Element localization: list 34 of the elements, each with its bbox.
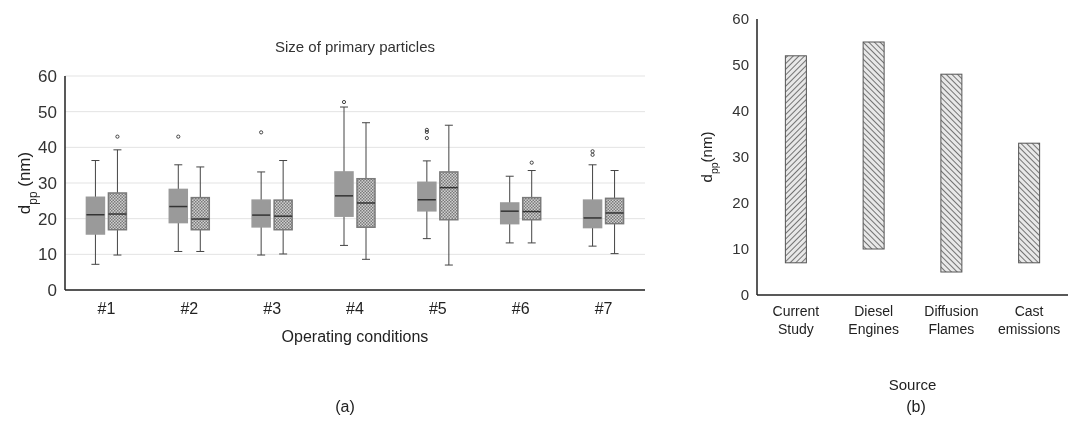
bar <box>1018 142 1041 264</box>
bar <box>784 55 807 264</box>
text: (b) <box>906 398 926 415</box>
bar <box>862 41 885 250</box>
x-tick-label: #4 <box>346 300 364 317</box>
x-tick-label: Diffusion Flames <box>924 303 979 337</box>
y-tick-label: 0 <box>47 280 57 300</box>
x-tick-label: #3 <box>263 300 282 317</box>
x-tick-label: Current Study <box>772 303 820 337</box>
y-tick-label: 50 <box>732 56 749 74</box>
x-axis-title: Operating conditions <box>281 328 429 345</box>
x-tick-label: #6 <box>511 300 530 317</box>
x-axis-title: Source <box>888 376 937 393</box>
y-tick-label: 30 <box>732 148 749 166</box>
x-tick-label: #2 <box>180 300 199 317</box>
y-tick-label: 40 <box>732 102 749 120</box>
y-tick-label: 0 <box>740 286 749 304</box>
x-tick-label: #1 <box>97 300 116 317</box>
y-tick-label: 40 <box>38 138 57 158</box>
x-tick-label: Cast emissions <box>998 303 1061 337</box>
text: (a) <box>335 398 355 415</box>
bar <box>940 73 963 273</box>
y-tick-label: 20 <box>38 209 57 229</box>
y-tick-label: 30 <box>38 173 57 193</box>
y-tick-label: 10 <box>732 240 749 258</box>
x-tick-label: #5 <box>428 300 447 317</box>
x-tick-label: Diesel Engines <box>848 303 899 337</box>
y-tick-label: 50 <box>38 102 57 122</box>
y-tick-label: 60 <box>732 10 749 28</box>
y-tick-label: 20 <box>732 194 749 212</box>
chart-title: Size of primary particles <box>274 38 436 55</box>
x-tick-label: #7 <box>594 300 613 317</box>
y-tick-label: 10 <box>38 245 57 265</box>
y-tick-label: 60 <box>38 66 57 86</box>
